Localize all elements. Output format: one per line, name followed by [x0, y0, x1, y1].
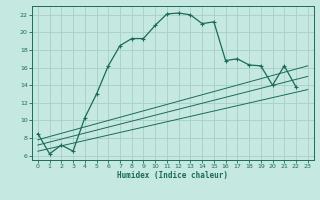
X-axis label: Humidex (Indice chaleur): Humidex (Indice chaleur) — [117, 171, 228, 180]
